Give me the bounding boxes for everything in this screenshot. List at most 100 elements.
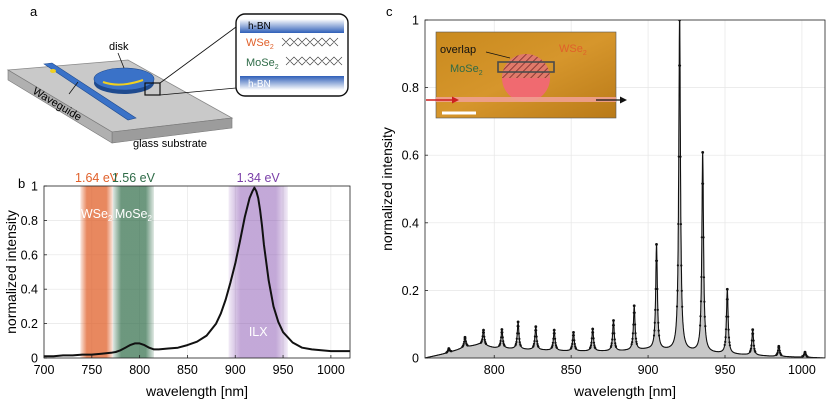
panel-c-ylabel: normalized intensity [379,127,395,251]
data-point [634,337,638,340]
waveguide-pointer [68,81,79,95]
data-point [750,344,753,347]
panel-b-ticks: 700 750 800 850 900 950 1000 0 0.2 0.4 0.6 0.8 1 [21,180,345,378]
peak-point [482,328,485,332]
data-point [678,64,682,67]
data-point [614,342,617,345]
data-point [702,182,705,185]
data-point [463,340,466,343]
zoom-box [144,82,161,96]
x-tick-label: 850 [561,363,582,377]
data-point [502,340,505,343]
data-point [589,347,592,350]
data-point [574,347,578,350]
data-point [551,341,555,344]
data-point [700,275,703,279]
inset-wse2-label: WSe2 [559,43,587,57]
band-label-mose2: MoSe2 [115,207,153,223]
data-point [517,332,521,335]
data-point [592,341,596,344]
panel-a: a disk Waveguide glass substrate h-BN [6,4,349,150]
x-tick-label: 800 [129,363,150,377]
x-tick-label: 950 [715,363,736,377]
data-point [611,332,614,335]
data-point [723,343,726,346]
data-point [569,347,573,350]
data-point [464,337,467,340]
data-point [634,332,637,335]
data-point [656,287,659,291]
band-energy-wse2: 1.64 eV [75,171,119,185]
panel-b-bands: 1.64 eV WSe2 1.56 eV MoSe2 1.34 eV ILX [75,171,288,358]
peak-point [751,328,755,332]
overlap-pointer [485,51,511,59]
data-point [632,323,635,326]
data-point [776,349,780,352]
glass-substrate-side [7,69,113,144]
panel-b-axes-box [43,185,351,359]
data-point [499,339,502,343]
peak-point [572,331,575,334]
peak-point [612,319,615,322]
peak-point [632,304,636,308]
data-point [518,337,521,340]
band-wse2 [80,186,113,358]
data-point [752,332,755,335]
data-point [481,335,484,338]
data-point [727,315,730,318]
data-point [676,264,680,267]
y-tick-label: 0 [412,352,419,366]
data-point [749,350,752,353]
y-tick-label: 1 [412,14,419,28]
panel-b-label: b [18,176,25,191]
data-point [702,236,705,239]
panel-c-plot [425,20,825,358]
data-point [535,335,538,338]
data-point [631,332,635,335]
panel-c-label: c [386,4,393,19]
panel-a-label: a [30,4,38,19]
data-point [610,342,613,345]
y-tick-label: 0 [31,352,38,366]
data-point [676,289,679,292]
data-point [778,349,781,352]
data-point [630,343,633,346]
data-point [573,339,576,342]
x-tick-label: 800 [484,363,505,377]
band-energy-mose2: 1.56 eV [112,171,156,185]
disk-mode-highlight [102,79,144,86]
panel-b-xlabel: wavelength [nm] [145,383,248,399]
band-label-wse2: WSe2 [81,207,113,223]
data-point [466,344,469,347]
data-point [609,345,613,349]
band-ilx [228,186,288,358]
x-tick-label: 750 [81,363,102,377]
x-tick-label: 900 [638,363,659,377]
peak-point [516,320,520,324]
data-point [554,341,557,344]
data-point [677,222,680,226]
overlap-label: overlap [440,44,476,56]
data-point [775,353,778,357]
data-point [573,342,576,346]
zoom-line-bottom [159,87,237,96]
data-point [516,332,519,335]
data-point [631,341,634,344]
data-point [461,345,464,348]
data-point [592,331,595,334]
data-point [724,340,727,343]
band-label-ilx: ILX [249,325,268,339]
data-point [656,308,659,311]
data-point [778,346,781,349]
y-tick-label: 0.6 [402,149,419,163]
data-point [614,345,618,348]
panel-b-plot [44,186,350,358]
y-tick-label: 0.8 [402,81,419,95]
data-point [806,355,809,358]
data-point [515,337,518,340]
data-point [612,324,616,327]
data-point [677,155,680,158]
data-point [572,334,576,337]
data-point [657,321,660,324]
data-point [680,264,683,267]
